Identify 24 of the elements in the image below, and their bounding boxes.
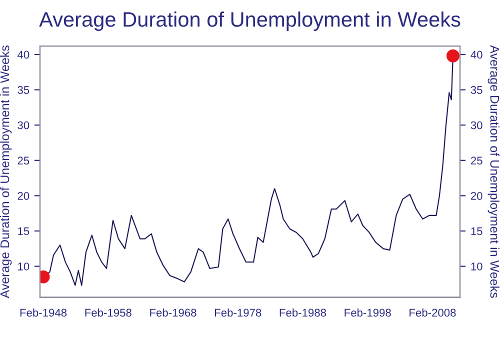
y-tick-label: 20 — [18, 192, 30, 200]
y-axis-title: Average Duration of Unemployment in Weeks — [0, 46, 12, 298]
y-tick-label: 10 — [18, 262, 30, 270]
y2-tick-label: 20 — [470, 192, 482, 200]
y-tick-label: 30 — [18, 121, 30, 130]
y-tick-label: 35 — [18, 86, 30, 94]
y-tick-label: 15 — [18, 227, 30, 236]
y-tick-label: 25 — [18, 156, 30, 165]
x-tick-label: Feb-1998 — [344, 308, 391, 317]
x-tick-label: Feb-1988 — [280, 308, 326, 317]
y2-tick-label: 15 — [471, 227, 482, 236]
x-tick-label: Feb-2008 — [410, 308, 456, 317]
y2-tick-label: 10 — [471, 262, 482, 270]
x-tick-label: Feb-1958 — [85, 308, 132, 317]
x-tick-label: Feb-1978 — [215, 308, 262, 317]
y2-tick-label: 35 — [470, 86, 482, 94]
y2-tick-label: 25 — [470, 156, 482, 165]
y2-tick-label: 40 — [470, 50, 482, 59]
x-tick-label: Feb-1948 — [20, 308, 67, 317]
x-tick-label: Feb-1968 — [150, 308, 196, 317]
chart-title: Average Duration of Unemployment in Weeks — [39, 12, 460, 31]
y2-tick-label: 30 — [470, 121, 482, 130]
y-tick-label: 40 — [17, 50, 30, 59]
y2-axis-title: Average Duration of Unemployment in Weeks — [488, 45, 500, 298]
